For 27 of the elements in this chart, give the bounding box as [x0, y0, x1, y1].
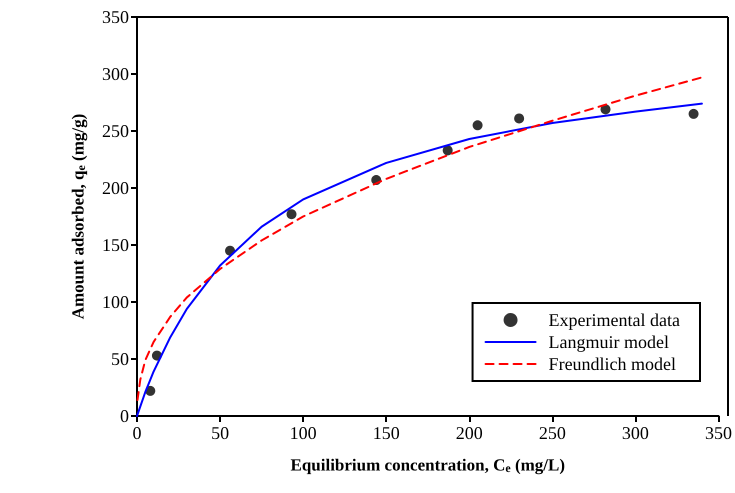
point — [472, 120, 483, 130]
x-tick-label: 100 — [290, 423, 317, 443]
point — [286, 209, 297, 220]
legend-label: Langmuir model — [548, 332, 670, 352]
x-tick-label: 250 — [538, 423, 566, 443]
y-tick-label: 50 — [111, 349, 129, 369]
x-axis-title: Equilibrium concentration, Ce (mg/L) — [290, 456, 565, 475]
x-tick-label: 50 — [211, 423, 230, 443]
y-tick-label: 350 — [102, 7, 129, 27]
x-tick-label: 150 — [372, 423, 400, 443]
y-tick-label: 150 — [102, 235, 129, 255]
point — [600, 104, 611, 114]
x-tick-label: 300 — [622, 423, 649, 443]
y-tick-label: 250 — [102, 121, 129, 141]
point — [514, 113, 524, 124]
point — [688, 108, 699, 119]
legend-label: Freundlich model — [548, 354, 676, 374]
y-tick-label: 0 — [120, 406, 129, 426]
x-tick-label: 350 — [705, 423, 732, 443]
x-tick-label: 0 — [132, 423, 142, 443]
y-axis-title: Amount adsorbed, qe (mg/g) — [68, 114, 88, 320]
x-tick-label: 200 — [456, 423, 483, 443]
legend-label: Experimental data — [548, 310, 680, 330]
y-tick-label: 300 — [102, 64, 129, 84]
point — [442, 145, 453, 156]
y-tick-label: 200 — [102, 178, 129, 198]
y-tick-label: 100 — [102, 292, 129, 312]
